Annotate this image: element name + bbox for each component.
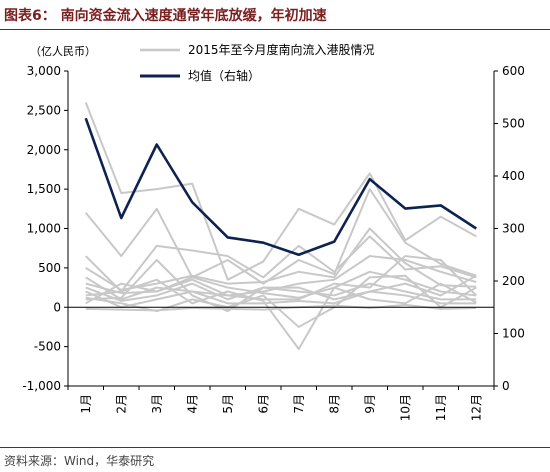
left-tick-label: 2,000 xyxy=(27,143,61,157)
right-tick-label: 100 xyxy=(502,327,525,341)
x-tick-label: 3月 xyxy=(150,394,164,414)
history-series-line xyxy=(85,278,477,350)
x-tick-label: 4月 xyxy=(185,394,199,414)
history-series-line xyxy=(85,290,477,309)
history-series-line xyxy=(85,282,477,302)
legend-history-label: 2015年至今月度南向流入港股情况 xyxy=(188,42,375,57)
history-series-line xyxy=(85,235,477,293)
left-tick-label: 500 xyxy=(38,261,61,275)
left-tick-label: -500 xyxy=(34,340,61,354)
chart-title: 图表6： 南向资金流入速度通常年底放缓，年初加速 xyxy=(4,8,327,24)
x-tick-label: 12月 xyxy=(469,394,483,421)
history-series-line xyxy=(85,303,477,312)
title-rule xyxy=(0,29,550,30)
x-tick-label: 5月 xyxy=(221,394,235,414)
history-series-line xyxy=(84,188,477,285)
x-tick-label: 1月 xyxy=(79,394,93,414)
left-tick-label: 1,000 xyxy=(27,222,61,236)
right-tick-label: 200 xyxy=(502,274,525,288)
footer-rule xyxy=(0,447,550,448)
left-tick-label: 0 xyxy=(53,300,61,314)
right-tick-label: 600 xyxy=(502,64,525,78)
x-tick-label: 2月 xyxy=(114,394,128,414)
x-tick-label: 9月 xyxy=(363,394,377,414)
history-series-line xyxy=(84,102,477,281)
right-tick-label: 500 xyxy=(502,117,525,131)
x-tick-label: 11月 xyxy=(434,394,448,421)
mean-line xyxy=(84,117,477,257)
history-series-line xyxy=(85,255,477,305)
left-tick-label: 3,000 xyxy=(27,64,61,78)
x-tick-label: 7月 xyxy=(292,394,306,414)
left-tick-label: -1,000 xyxy=(22,379,61,393)
x-tick-label: 6月 xyxy=(256,394,270,414)
right-tick-label: 400 xyxy=(502,169,525,183)
right-tick-label: 300 xyxy=(502,222,525,236)
left-tick-label: 1,500 xyxy=(27,182,61,196)
source-note: 资料来源：Wind，华泰研究 xyxy=(4,454,155,468)
axes: -1,000 -500 0 500 1,000 1,500 2,000 2,500 3,000 0… xyxy=(22,45,525,421)
title-bar: 图表6： 南向资金流入速度通常年底放缓，年初加速 xyxy=(0,0,550,30)
x-tick-label: 10月 xyxy=(398,394,412,421)
x-tick-label: 8月 xyxy=(327,394,341,414)
left-axis-unit: （亿人民币） xyxy=(30,45,96,58)
history-series-line xyxy=(85,259,477,313)
legend-mean-label: 均值（右轴） xyxy=(188,68,260,83)
right-tick-label: 0 xyxy=(502,379,510,393)
left-tick-label: 2,500 xyxy=(27,103,61,117)
history-series-line xyxy=(85,227,477,291)
history-lines xyxy=(84,102,477,350)
mean-series-line xyxy=(84,117,477,257)
